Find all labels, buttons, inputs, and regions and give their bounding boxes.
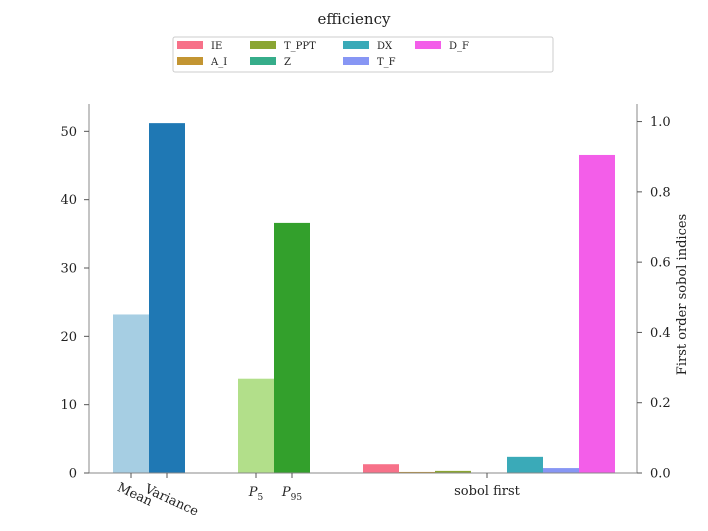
- legend: IE A_I T_PPT Z DX T_F D_F: [172, 36, 554, 73]
- left-tick-label: 10: [60, 398, 77, 413]
- legend-label: T_PPT: [284, 41, 316, 52]
- left-tick-label: 40: [60, 193, 77, 208]
- legend-label: DX: [377, 41, 393, 52]
- right-tick-label: 0.6: [650, 256, 671, 271]
- bar-p95: [274, 222, 310, 473]
- bar-dx: [507, 456, 543, 473]
- x-tick-label-sobol: sobol first: [454, 484, 520, 499]
- legend-swatch: [177, 57, 203, 65]
- bar-t-ppt: [435, 470, 471, 473]
- legend-label: Z: [284, 57, 291, 68]
- right-tick-label: 0.2: [650, 396, 671, 411]
- bar-mean: [113, 314, 149, 473]
- right-tick-label: 0.8: [650, 185, 671, 200]
- x-tick-label-p5: P5: [248, 485, 264, 503]
- bars: [113, 123, 615, 473]
- legend-swatch: [250, 41, 276, 49]
- left-tick-label: 20: [60, 330, 77, 345]
- legend-swatch: [177, 41, 203, 49]
- bar-variance: [149, 123, 185, 473]
- legend-label: D_F: [449, 41, 469, 52]
- right-tick-label: 1.0: [650, 115, 671, 130]
- bar-d-f: [579, 154, 615, 473]
- bar-a-i: [399, 471, 435, 473]
- right-tick-label: 0.0: [650, 467, 671, 482]
- bar-p5: [238, 378, 274, 473]
- right-tick-label: 0.4: [650, 326, 671, 341]
- bar-ie: [363, 464, 399, 473]
- legend-label: T_F: [377, 57, 396, 68]
- legend-swatch: [415, 41, 441, 49]
- left-tick-label: 50: [60, 125, 77, 140]
- bar-t-f: [543, 468, 579, 473]
- left-tick-label: 30: [60, 262, 77, 277]
- x-tick-label-p95: P95: [281, 485, 302, 503]
- right-axis-label: First order sobol indices: [675, 214, 690, 375]
- legend-label: IE: [211, 41, 222, 52]
- left-tick-label: 0: [69, 467, 77, 482]
- chart-title: efficiency: [318, 10, 391, 28]
- legend-swatch: [250, 57, 276, 65]
- legend-swatch: [343, 41, 369, 49]
- legend-label: A_I: [210, 57, 227, 68]
- legend-swatch: [343, 57, 369, 65]
